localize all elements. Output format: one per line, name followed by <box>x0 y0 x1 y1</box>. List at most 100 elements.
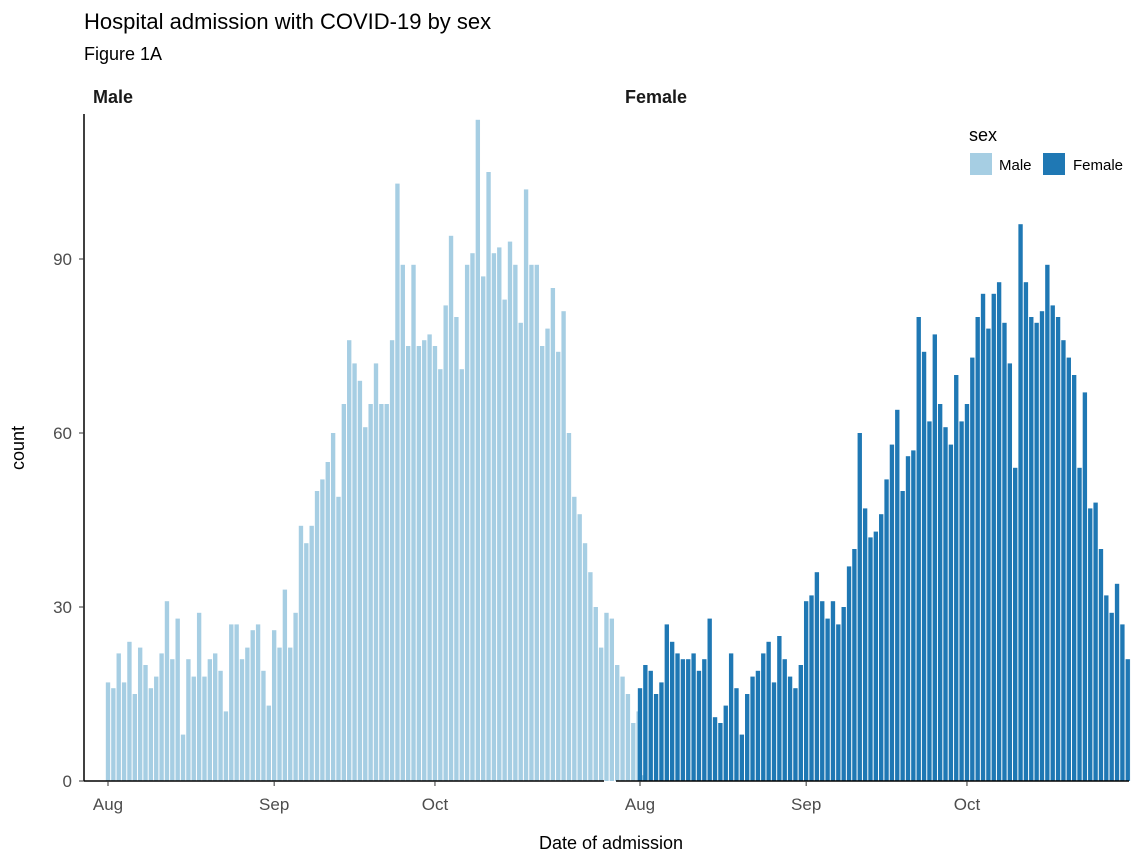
female-bar <box>686 659 691 781</box>
legend-label-female: Female <box>1073 157 1123 174</box>
x-tick-label: Oct <box>422 795 449 814</box>
female-bar <box>825 618 830 781</box>
x-tick-label: Oct <box>954 795 981 814</box>
male-bar <box>513 264 518 781</box>
female-bar <box>921 351 927 781</box>
male-bar <box>572 496 577 781</box>
male-bar <box>336 496 341 781</box>
x-axis-ticks: Aug Sep Oct Aug Sep Oct <box>93 781 981 814</box>
male-bar <box>164 601 170 781</box>
chart-title: Hospital admission with COVID-19 by sex <box>84 9 491 34</box>
male-bar <box>368 404 373 781</box>
female-bar <box>889 444 895 781</box>
female-bar <box>884 479 889 781</box>
male-bar <box>170 659 175 781</box>
male-bar <box>470 253 475 781</box>
male-bar <box>427 334 432 781</box>
male-bar <box>121 682 127 781</box>
female-bar <box>787 676 793 781</box>
male-bar <box>148 688 154 781</box>
female-bar <box>809 595 814 781</box>
female-bar <box>905 456 911 781</box>
female-bar <box>857 433 862 781</box>
female-bar <box>879 514 884 781</box>
female-bar <box>696 670 702 781</box>
panel-label-male: Male <box>93 87 133 107</box>
male-bar <box>454 317 459 781</box>
female-bar <box>1061 340 1066 781</box>
male-bar <box>116 653 121 781</box>
female-bar <box>1088 508 1093 781</box>
male-bar <box>405 346 411 781</box>
male-bar <box>598 647 604 781</box>
male-bar <box>357 380 363 781</box>
female-bar <box>755 670 761 781</box>
male-bar <box>127 641 132 781</box>
female-bar <box>943 427 948 781</box>
female-bar <box>1109 612 1114 781</box>
male-bar <box>282 589 288 781</box>
male-bar <box>588 572 593 781</box>
male-bar <box>196 612 202 781</box>
female-bar <box>793 688 798 781</box>
x-tick-label: Sep <box>259 795 289 814</box>
female-bar <box>1029 317 1034 781</box>
male-bar <box>384 404 389 781</box>
male-bar <box>186 659 191 781</box>
female-bar <box>750 676 755 781</box>
y-tick-label: 60 <box>53 424 72 443</box>
male-bar <box>550 288 556 781</box>
male-bar <box>438 369 443 781</box>
legend-label-male: Male <box>999 157 1032 174</box>
male-bar <box>620 676 625 781</box>
female-bar <box>964 404 970 781</box>
female-bar <box>1125 659 1130 781</box>
female-bar <box>766 641 771 781</box>
male-bar <box>352 363 357 781</box>
female-bar <box>1071 375 1077 781</box>
female-bar <box>1055 317 1061 781</box>
male-bar <box>615 665 620 781</box>
male-bar <box>347 340 352 781</box>
female-bar <box>798 665 803 781</box>
female-bar <box>1066 357 1071 781</box>
male-bar <box>432 346 438 781</box>
male-bar <box>202 676 207 781</box>
female-bar <box>970 357 975 781</box>
female-bar <box>846 566 852 781</box>
y-axis-title: count <box>8 426 28 470</box>
female-bar <box>991 293 996 781</box>
axes <box>83 114 1129 782</box>
male-bar <box>213 653 218 781</box>
x-tick-label: Aug <box>93 795 123 814</box>
chart-subtitle: Figure 1A <box>84 44 162 64</box>
male-bar <box>556 351 561 781</box>
male-bar <box>271 630 277 781</box>
female-bar <box>723 705 728 781</box>
male-bar <box>400 264 405 781</box>
male-bar <box>298 525 304 781</box>
legend-swatch-female <box>1043 153 1065 175</box>
female-bar <box>728 653 734 781</box>
male-bar <box>604 612 609 781</box>
female-bar <box>911 450 916 781</box>
female-bar <box>959 421 964 781</box>
male-bar <box>239 659 245 781</box>
female-bar <box>1002 322 1007 781</box>
male-bar <box>111 688 116 781</box>
legend: sex Male Female <box>969 125 1123 175</box>
female-bar <box>707 618 712 781</box>
female-bar <box>948 444 954 781</box>
male-bar <box>609 618 615 781</box>
female-bar <box>937 404 943 781</box>
female-bar <box>653 694 659 781</box>
female-bar <box>830 601 836 781</box>
panel-label-female: Female <box>625 87 687 107</box>
female-bar <box>712 717 718 781</box>
female-bar <box>1098 549 1104 781</box>
male-bar <box>534 264 539 781</box>
male-bar <box>518 322 523 781</box>
male-bar <box>218 670 223 781</box>
female-bar <box>986 328 991 781</box>
